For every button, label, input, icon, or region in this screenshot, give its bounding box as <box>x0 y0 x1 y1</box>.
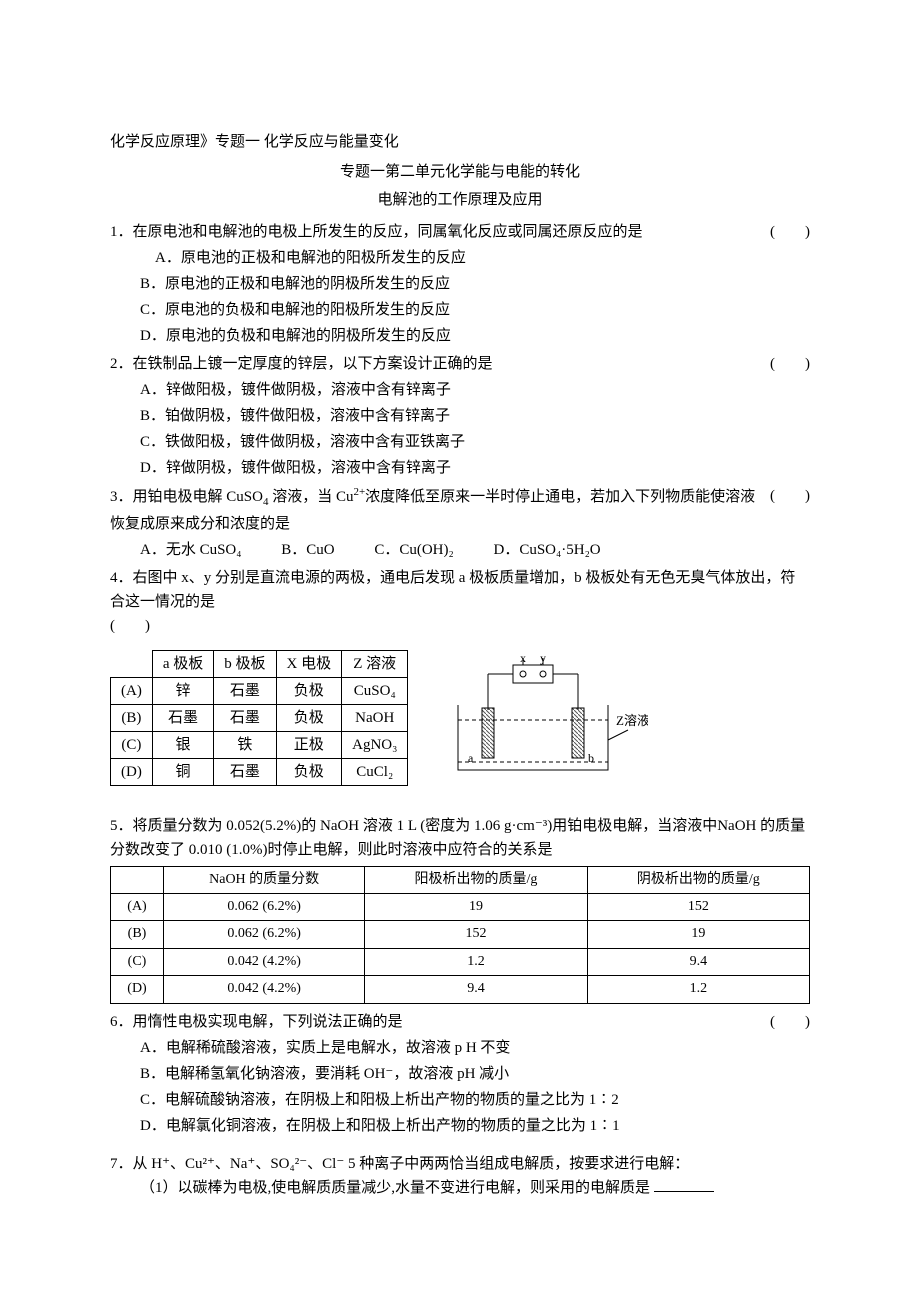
q5-r1-c1: 0.062 (6.2%) <box>164 921 365 948</box>
q1-opt-a: A．原电池的正极和电解池的阳极所发生的反应 <box>155 246 810 270</box>
q4-r3-c4: CuCl₂ <box>342 758 408 785</box>
q5-r2-c1: 0.042 (4.2%) <box>164 948 365 975</box>
q2-opt-b: B．铂做阴极，镀件做阳极，溶液中含有锌离子 <box>140 404 810 428</box>
q4-r1-c2: 石墨 <box>214 704 276 731</box>
q5-r0-c0: (A) <box>111 893 164 920</box>
q4-r1-c4: NaOH <box>342 704 408 731</box>
q4-r2-c2: 铁 <box>214 731 276 758</box>
q3-text: 3．用铂电极电解 CuSO4 溶液，当 Cu2+浓度降低至原来一半时停止通电，若… <box>110 484 770 536</box>
q5-r2-c0: (C) <box>111 948 164 975</box>
question-4: 4．右图中 x、y 分别是直流电源的两极，通电后发现 a 极板质量增加，b 极板… <box>110 566 810 798</box>
q4-r2-c1: 银 <box>152 731 213 758</box>
diagram-label-z: Z溶液 <box>616 713 648 728</box>
q4-text: 4．右图中 x、y 分别是直流电源的两极，通电后发现 a 极板质量增加，b 极板… <box>110 566 810 614</box>
q4-r0-c1: 锌 <box>152 677 213 704</box>
q4-diagram: x y <box>438 650 648 798</box>
q6-opt-a: A．电解稀硫酸溶液，实质上是电解水，故溶液 p H 不变 <box>140 1036 810 1060</box>
question-1: 1．在原电池和电解池的电极上所发生的反应，同属氧化反应或同属还原反应的是 ( )… <box>110 220 810 348</box>
q4-r1-c0: (B) <box>111 704 153 731</box>
q4-r3-c3: 负极 <box>276 758 342 785</box>
q4-r2-c4: AgNO₃ <box>342 731 408 758</box>
title-line-2: 专题一第二单元化学能与电能的转化 <box>110 160 810 184</box>
q4-th-2: b 极板 <box>214 650 276 677</box>
q7-blank <box>654 1191 714 1192</box>
diagram-label-b: b <box>588 751 594 765</box>
q4-table: a 极板 b 极板 X 电极 Z 溶液 (A) 锌 石墨 负极 CuSO₄ (B… <box>110 650 408 786</box>
q6-paren: ( ) <box>770 1010 810 1034</box>
q4-r1-c1: 石墨 <box>152 704 213 731</box>
q3-paren: ( ) <box>770 484 810 536</box>
q5-r3-c1: 0.042 (4.2%) <box>164 976 365 1003</box>
q4-paren-line: ( ) <box>110 614 810 638</box>
q5-r3-c0: (D) <box>111 976 164 1003</box>
q5-table: NaOH 的质量分数 阳极析出物的质量/g 阴极析出物的质量/g (A) 0.0… <box>110 866 810 1004</box>
q3-opt-d: D．CuSO₄·5H₂O <box>494 538 601 562</box>
q5-r0-c3: 152 <box>587 893 809 920</box>
q1-paren: ( ) <box>770 220 810 244</box>
q3-opt-a: A．无水 CuSO₄ <box>140 538 242 562</box>
diagram-label-a: a <box>468 751 474 765</box>
question-3: 3．用铂电极电解 CuSO4 溶液，当 Cu2+浓度降低至原来一半时停止通电，若… <box>110 484 810 562</box>
q6-opt-c: C．电解硫酸钠溶液，在阴极上和阳极上析出产物的物质的量之比为 1∶2 <box>140 1088 810 1112</box>
title-line-1: 化学反应原理》专题一 化学反应与能量变化 <box>110 130 810 154</box>
q3-options: A．无水 CuSO₄ B．CuO C．Cu(OH)₂ D．CuSO₄·5H₂O <box>140 538 810 562</box>
q1-opt-d: D．原电池的负极和电解池的阴极所发生的反应 <box>140 324 810 348</box>
q5-r1-c2: 152 <box>365 921 587 948</box>
q5-r2-c2: 1.2 <box>365 948 587 975</box>
q4-r0-c0: (A) <box>111 677 153 704</box>
q6-opt-b: B．电解稀氢氧化钠溶液，要消耗 OH⁻，故溶液 pH 减小 <box>140 1062 810 1086</box>
q5-r2-c3: 9.4 <box>587 948 809 975</box>
q6-text: 6．用惰性电极实现电解，下列说法正确的是 <box>110 1010 403 1034</box>
q1-opt-b: B．原电池的正极和电解池的阴极所发生的反应 <box>140 272 810 296</box>
q4-th-0 <box>111 650 153 677</box>
q4-r1-c3: 负极 <box>276 704 342 731</box>
q4-r0-c4: CuSO₄ <box>342 677 408 704</box>
q4-r2-c3: 正极 <box>276 731 342 758</box>
q4-r0-c3: 负极 <box>276 677 342 704</box>
question-2: 2．在铁制品上镀一定厚度的锌层，以下方案设计正确的是 ( ) A．锌做阳极，镀件… <box>110 352 810 480</box>
q2-text: 2．在铁制品上镀一定厚度的锌层，以下方案设计正确的是 <box>110 352 493 376</box>
q4-th-3: X 电极 <box>276 650 342 677</box>
q5-r1-c0: (B) <box>111 921 164 948</box>
q5-r0-c1: 0.062 (6.2%) <box>164 893 365 920</box>
q2-opt-a: A．锌做阳极，镀件做阴极，溶液中含有锌离子 <box>140 378 810 402</box>
q1-text: 1．在原电池和电解池的电极上所发生的反应，同属氧化反应或同属还原反应的是 <box>110 220 643 244</box>
q7-text: 7．从 H⁺、Cu²⁺、Na⁺、SO₄²⁻、Cl⁻ 5 种离子中两两恰当组成电解… <box>110 1152 810 1176</box>
q3-opt-b: B．CuO <box>281 538 334 562</box>
title-line-3: 电解池的工作原理及应用 <box>110 188 810 212</box>
q4-r3-c0: (D) <box>111 758 153 785</box>
q2-paren: ( ) <box>770 352 810 376</box>
q5-th-1: NaOH 的质量分数 <box>164 866 365 893</box>
question-7: 7．从 H⁺、Cu²⁺、Na⁺、SO₄²⁻、Cl⁻ 5 种离子中两两恰当组成电解… <box>110 1152 810 1200</box>
q2-opt-d: D．锌做阴极，镀件做阳极，溶液中含有锌离子 <box>140 456 810 480</box>
q4-th-4: Z 溶液 <box>342 650 408 677</box>
question-5: 5．将质量分数为 0.052(5.2%)的 NaOH 溶液 1 L (密度为 1… <box>110 814 810 1004</box>
q4-r3-c2: 石墨 <box>214 758 276 785</box>
q3-opt-c: C．Cu(OH)₂ <box>374 538 453 562</box>
q5-text: 5．将质量分数为 0.052(5.2%)的 NaOH 溶液 1 L (密度为 1… <box>110 814 810 862</box>
q6-opt-d: D．电解氯化铜溶液，在阴极上和阳极上析出产物的物质的量之比为 1∶1 <box>140 1114 810 1138</box>
q1-opt-c: C．原电池的负极和电解池的阳极所发生的反应 <box>140 298 810 322</box>
q5-th-3: 阴极析出物的质量/g <box>587 866 809 893</box>
q4-r3-c1: 铜 <box>152 758 213 785</box>
q5-th-0 <box>111 866 164 893</box>
q2-opt-c: C．铁做阳极，镀件做阴极，溶液中含有亚铁离子 <box>140 430 810 454</box>
q5-r1-c3: 19 <box>587 921 809 948</box>
q4-r0-c2: 石墨 <box>214 677 276 704</box>
q4-r2-c0: (C) <box>111 731 153 758</box>
q5-r0-c2: 19 <box>365 893 587 920</box>
q5-th-2: 阳极析出物的质量/g <box>365 866 587 893</box>
q5-r3-c3: 1.2 <box>587 976 809 1003</box>
q5-r3-c2: 9.4 <box>365 976 587 1003</box>
q4-th-1: a 极板 <box>152 650 213 677</box>
q7-sub1: （1）以碳棒为电极,使电解质质量减少,水量不变进行电解，则采用的电解质是 <box>140 1176 810 1200</box>
question-6: 6．用惰性电极实现电解，下列说法正确的是 ( ) A．电解稀硫酸溶液，实质上是电… <box>110 1010 810 1138</box>
